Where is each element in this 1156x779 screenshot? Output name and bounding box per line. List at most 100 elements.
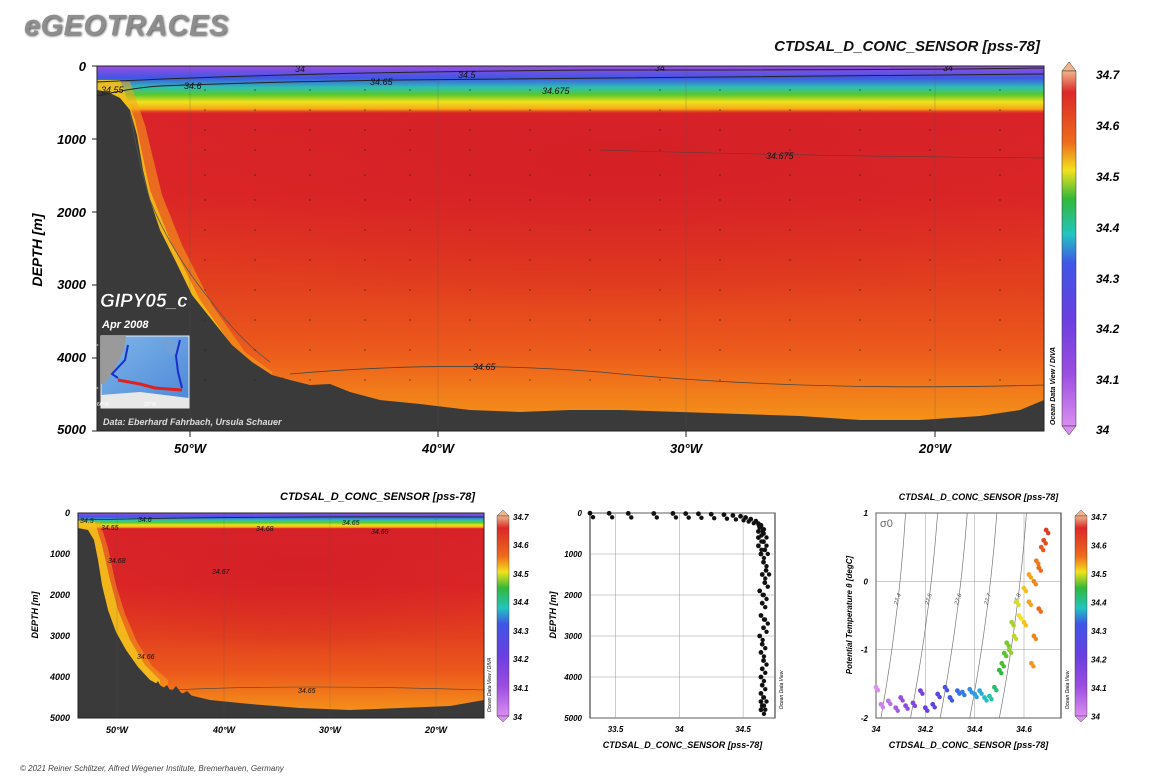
profile-point [743,515,749,520]
isopycnal-label: 27.7 [984,592,994,607]
ts-point [1038,568,1044,573]
colorbar-tick: 34.5 [1096,170,1120,184]
contour-label: 34.65 [370,77,394,87]
colorbar-label: Ocean Data View [1065,670,1071,709]
profile-point [758,691,764,696]
y-tick: 5000 [57,422,87,437]
profile-point [761,695,766,700]
contour-label: 34 [295,64,305,74]
cruise-label: GIPY05_c [100,291,188,312]
y-tick: 3000 [50,631,70,641]
profile-point [758,699,764,704]
colorbar-tick: 34.1 [1091,684,1107,693]
profile-point [699,515,704,521]
contour-label: 34 [943,63,953,73]
x-tick: 34.4 [967,725,983,734]
contour-label: 34.69 [371,529,389,536]
ts-point [944,688,950,693]
colorbar-tick: 34.4 [1091,599,1107,608]
profile-point [763,670,768,675]
ts-point [979,691,984,696]
y-tick: 2000 [56,205,87,220]
x-tick: 50°W [174,441,208,456]
ts-point [1043,541,1048,546]
ts-frame [875,512,1062,719]
y-tick: 1000 [564,550,582,559]
profile-point [759,600,765,606]
x-tick: 30°W [319,725,343,735]
y-tick: -1 [861,646,869,655]
main-section-title: CTDSAL_D_CONC_SENSOR [pss-78] [774,38,1040,55]
profile-point [756,529,761,534]
ts-point [999,670,1004,676]
isopycnal-label: 27.6 [954,592,964,607]
x-tick: 40°W [212,725,237,735]
colorbar-tick: 34 [1096,423,1110,437]
colorbar-tick: 34.4 [513,598,529,607]
small-land [78,528,484,718]
contour-label: 34.6 [138,517,152,524]
ts-point [974,694,979,700]
colorbar-tick: 34.4 [1096,221,1120,235]
colorbar-tick: 34.6 [1096,119,1120,133]
profile-point [765,551,770,557]
profile-point [606,510,612,516]
ts-point [1046,530,1051,536]
contour-label: 34.68 [256,526,274,533]
inset-lon-label: 60°W [97,402,110,408]
profile-point [757,588,763,594]
colorbar-tick: 34.5 [513,570,529,579]
ts-point [1036,561,1041,567]
x-tick: 20°W [918,441,953,456]
x-tick: 34 [675,725,684,734]
colorbar-tick: 34.3 [513,627,529,636]
main-plot-frame [96,65,1045,432]
profile-point [625,511,631,516]
profile-point [673,515,679,520]
contour-label: 34.675 [766,151,795,161]
ts-point [925,708,930,713]
colorbar-tick: 34.2 [513,655,529,664]
contour-label: 34.65 [473,362,497,372]
y-tick: 3000 [57,277,87,292]
profile-point [590,515,596,520]
profile-point [733,517,739,522]
profile-point [587,510,593,516]
contour-label: 34.675 [542,86,571,96]
profile-point [760,637,765,643]
colorbar-label: Ocean Data View / DIVA [1050,347,1057,425]
isopycnal-line [880,512,906,719]
ts-point [932,705,937,710]
profile-point [759,547,764,552]
contour-label: 34.67 [212,569,231,576]
profile-point [759,666,765,672]
contour-line [97,67,1044,83]
contour-label: 34.6 [184,81,202,91]
ts-point [1004,653,1009,659]
profile-point [609,515,615,520]
ts-point [912,703,918,709]
profile-point [712,516,717,521]
contour-label: 34.55 [101,85,125,95]
profile-point [764,596,769,602]
colorbar-tick: 34.1 [1096,373,1120,387]
profile-point [764,662,769,667]
ts-point [1041,547,1046,553]
ts-point [900,698,905,703]
main-y-axis-label: DEPTH [m] [29,212,45,286]
profile-point [721,512,727,518]
profile-plot: 33.5 34 34.5 0 1000 2000 3000 4000 5000 CTDSAL_D_… [548,509,785,750]
profile-point [758,613,764,618]
y-tick: 3000 [564,632,582,641]
profile-point [761,555,767,561]
profile-point [748,516,754,522]
profile-point [761,539,766,545]
y-tick: 4000 [49,672,70,682]
x-tick: 50°W [106,725,130,735]
ts-point [888,701,893,707]
y-tick: 0 [79,59,87,74]
y-tick: 0 [864,577,869,586]
profile-point [763,707,768,712]
profile-point [759,641,765,647]
profile-point [629,515,634,520]
